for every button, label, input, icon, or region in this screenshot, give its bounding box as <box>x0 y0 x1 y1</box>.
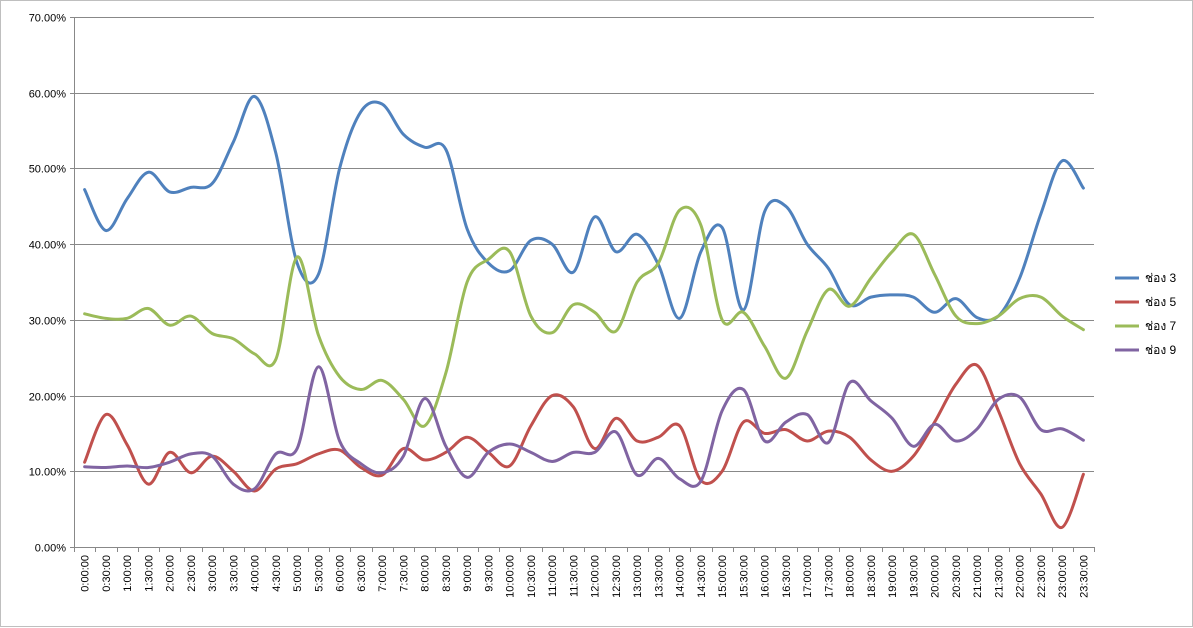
x-axis-ticks: 0:00:00 0:30:00 1:00:00 1:30:00 2:00:00 2:30:… <box>80 555 1091 598</box>
y-tick-label: 10.00% <box>29 467 67 479</box>
x-tick-label: 1:30:00 <box>143 555 155 592</box>
x-tick-label: 11:00:00 <box>547 555 559 597</box>
x-tick-label: 8:30:00 <box>441 555 453 592</box>
x-tick-label: 18:30:00 <box>866 555 878 598</box>
x-tick-label: 20:00:00 <box>930 555 942 598</box>
series-lines <box>83 95 1085 529</box>
legend-item: ช่อง 7 <box>1115 319 1177 333</box>
series-line-1 <box>83 95 1085 322</box>
legend-label: ช่อง 7 <box>1145 319 1177 333</box>
x-tick-label: 10:30:00 <box>526 555 538 598</box>
x-tick-label: 10:00:00 <box>505 555 517 598</box>
x-tick-label: 0:00:00 <box>80 555 92 592</box>
series-line-3 <box>83 205 1085 428</box>
y-axis-ticks: 0.00% 10.00% 20.00% 30.00% 40.00% 50.00% 60.00… <box>29 13 67 555</box>
x-tick-label: 2:30:00 <box>186 555 198 592</box>
x-tick-label: 20:30:00 <box>951 555 963 598</box>
x-tick-label: 5:30:00 <box>313 555 325 592</box>
series-line-2 <box>83 362 1085 529</box>
x-tick-label: 16:00:00 <box>760 555 772 598</box>
x-tick-label: 17:30:00 <box>823 555 835 598</box>
x-tick-label: 23:00:00 <box>1057 555 1069 598</box>
x-tick-label: 7:30:00 <box>398 555 410 592</box>
legend-label: ช่อง 5 <box>1145 295 1177 309</box>
x-tick-label: 22:30:00 <box>1036 555 1048 598</box>
x-tick-label: 19:30:00 <box>908 555 920 598</box>
x-tick-label: 13:30:00 <box>653 555 665 598</box>
legend-item: ช่อง 3 <box>1115 271 1177 285</box>
x-tick-label: 5:00:00 <box>292 555 304 592</box>
x-tick-label: 14:30:00 <box>696 555 708 598</box>
x-tick-label: 23:30:00 <box>1078 555 1090 598</box>
x-tick-label: 9:30:00 <box>483 555 495 592</box>
y-tick-label: 70.00% <box>29 13 67 25</box>
x-tick-label: 14:00:00 <box>675 555 687 598</box>
x-tick-label: 21:00:00 <box>972 555 984 598</box>
x-tick-label: 4:30:00 <box>271 555 283 592</box>
x-tick-label: 22:00:00 <box>1015 555 1027 598</box>
y-tick-label: 0.00% <box>35 543 66 555</box>
series-line-4 <box>83 365 1085 493</box>
x-tick-label: 12:30:00 <box>611 555 623 598</box>
x-tick-label: 13:00:00 <box>632 555 644 598</box>
gridlines <box>74 17 1094 472</box>
x-tick-label: 16:30:00 <box>781 555 793 598</box>
x-tick-label: 2:00:00 <box>165 555 177 592</box>
x-tick-label: 15:30:00 <box>738 555 750 598</box>
y-tick-label: 40.00% <box>29 240 67 252</box>
legend-label: ช่อง 9 <box>1145 343 1177 357</box>
x-tick-label: 9:00:00 <box>462 555 474 592</box>
x-tick-label: 19:00:00 <box>887 555 899 598</box>
x-tick-label: 11:30:00 <box>568 555 580 597</box>
x-tick-label: 15:00:00 <box>717 555 729 598</box>
x-tick-label: 6:00:00 <box>335 555 347 592</box>
x-tick-label: 12:00:00 <box>590 555 602 598</box>
x-tick-label: 3:30:00 <box>228 555 240 592</box>
y-tick-label: 20.00% <box>29 392 67 404</box>
legend-item: ช่อง 9 <box>1115 343 1177 357</box>
x-tick-label: 1:00:00 <box>122 555 134 592</box>
x-tick-label: 6:30:00 <box>356 555 368 592</box>
x-tick-label: 7:00:00 <box>377 555 389 592</box>
x-tick-label: 0:30:00 <box>101 555 113 592</box>
x-tick-label: 8:00:00 <box>420 555 432 592</box>
x-tick-label: 17:00:00 <box>802 555 814 598</box>
y-tick-label: 30.00% <box>29 316 67 328</box>
x-tick-label: 18:00:00 <box>845 555 857 598</box>
x-tick-label: 4:00:00 <box>250 555 262 592</box>
y-tick-label: 50.00% <box>29 164 67 176</box>
legend-item: ช่อง 5 <box>1115 295 1177 309</box>
axes <box>70 17 1095 552</box>
y-tick-label: 60.00% <box>29 89 67 101</box>
legend: ช่อง 3 ช่อง 5 ช่อง 7 ช่อง 9 <box>1115 271 1177 357</box>
legend-label: ช่อง 3 <box>1145 271 1177 285</box>
x-tick-label: 3:00:00 <box>207 555 219 592</box>
x-tick-label: 21:30:00 <box>993 555 1005 598</box>
